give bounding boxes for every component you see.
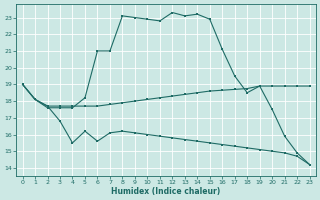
X-axis label: Humidex (Indice chaleur): Humidex (Indice chaleur) — [111, 187, 221, 196]
